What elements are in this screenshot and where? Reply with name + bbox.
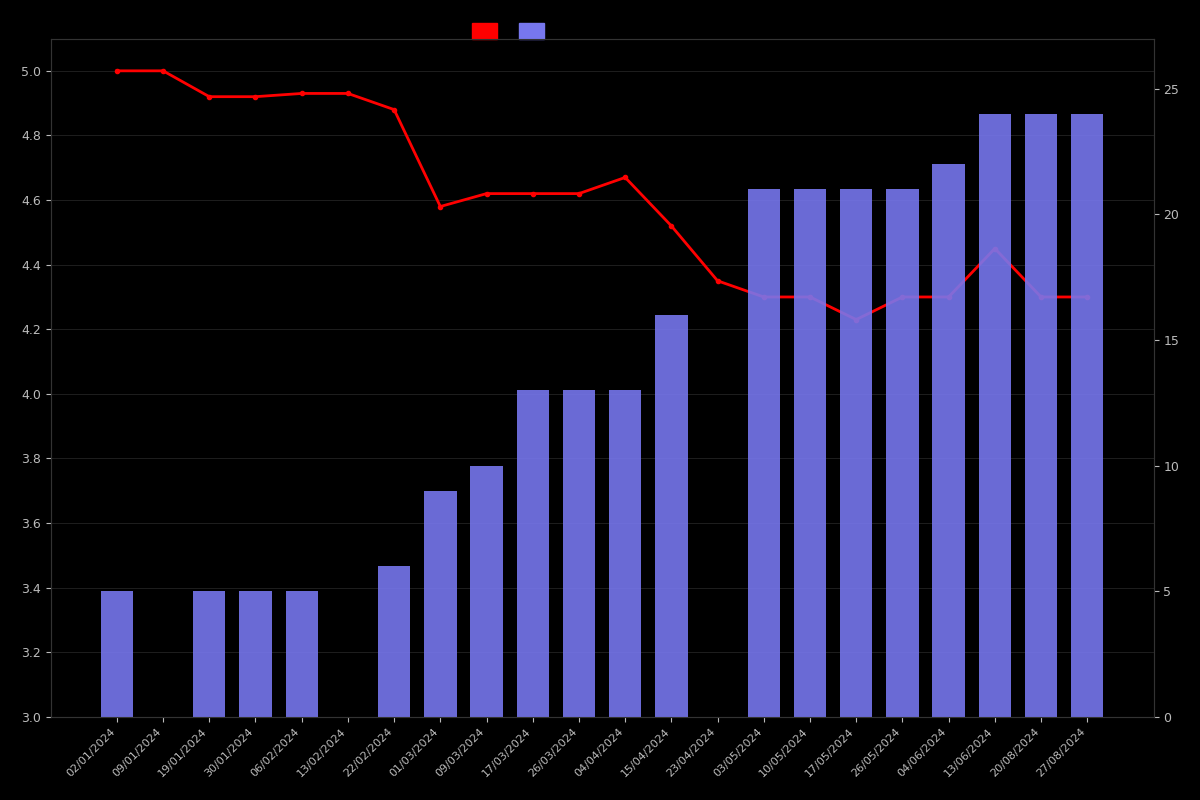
Legend: , : , bbox=[468, 18, 559, 42]
Bar bbox=[748, 190, 780, 717]
Bar bbox=[101, 591, 133, 717]
Bar bbox=[932, 164, 965, 717]
Bar bbox=[655, 315, 688, 717]
Bar bbox=[239, 591, 271, 717]
Bar bbox=[286, 591, 318, 717]
Bar bbox=[1072, 114, 1104, 717]
Bar bbox=[608, 390, 641, 717]
Bar bbox=[979, 114, 1012, 717]
Bar bbox=[424, 491, 456, 717]
Bar bbox=[1025, 114, 1057, 717]
Bar bbox=[193, 591, 226, 717]
Bar bbox=[516, 390, 548, 717]
Bar bbox=[378, 566, 410, 717]
Bar bbox=[470, 466, 503, 717]
Bar bbox=[794, 190, 826, 717]
Bar bbox=[563, 390, 595, 717]
Bar bbox=[840, 190, 872, 717]
Bar bbox=[887, 190, 918, 717]
